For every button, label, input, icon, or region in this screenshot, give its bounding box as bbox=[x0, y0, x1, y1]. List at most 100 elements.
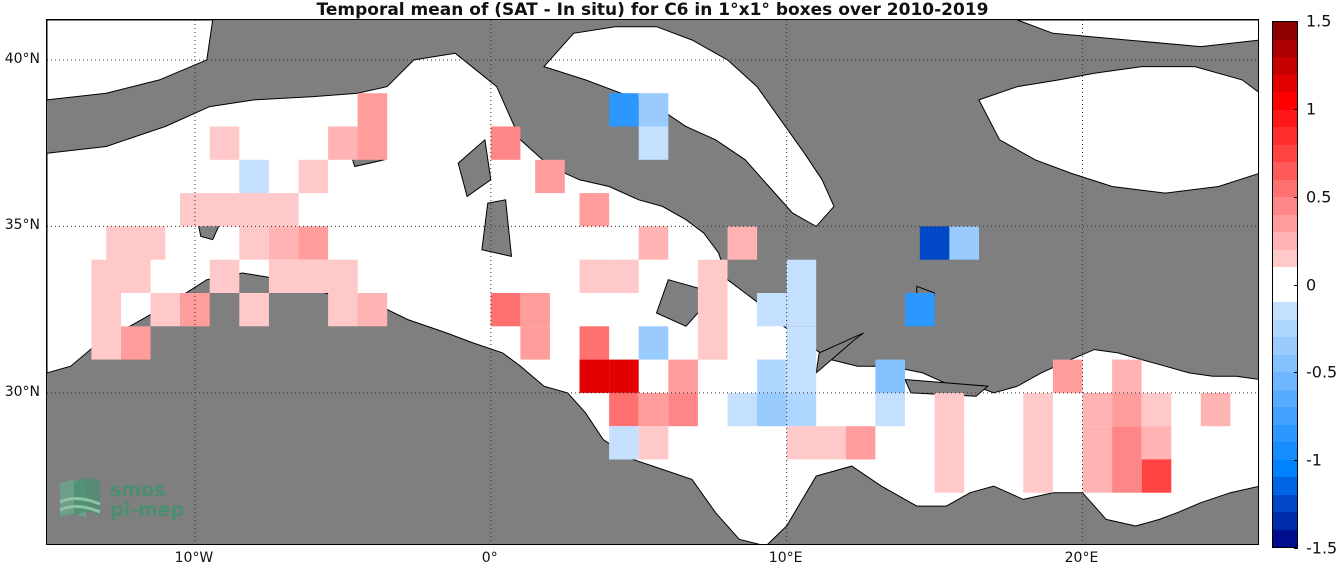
data-box bbox=[1023, 392, 1053, 427]
colorbar-segment bbox=[1273, 441, 1297, 460]
data-box bbox=[298, 226, 329, 260]
colorbar-segment bbox=[1273, 22, 1297, 40]
data-box bbox=[845, 426, 876, 460]
data-box bbox=[150, 293, 181, 327]
data-box bbox=[490, 293, 521, 327]
box-layer bbox=[91, 93, 1231, 493]
data-box bbox=[1141, 426, 1172, 460]
data-box bbox=[91, 293, 121, 327]
data-box bbox=[239, 226, 269, 260]
data-box bbox=[697, 293, 728, 327]
data-box bbox=[919, 226, 950, 260]
colorbar-tick-label: -1.5 bbox=[1306, 538, 1338, 558]
smos-pi-mep-logo: smos pi-mep bbox=[56, 476, 196, 524]
data-box bbox=[609, 359, 639, 393]
data-box bbox=[638, 426, 669, 460]
colorbar-tick-mark bbox=[1294, 284, 1298, 286]
island-4 bbox=[815, 332, 864, 375]
data-box bbox=[1112, 426, 1142, 460]
colorbar-segment bbox=[1273, 511, 1297, 530]
data-box bbox=[328, 293, 358, 327]
data-box bbox=[298, 159, 329, 194]
data-box bbox=[91, 259, 121, 293]
data-box bbox=[609, 426, 639, 460]
colorbar-segment bbox=[1273, 178, 1297, 197]
data-box bbox=[786, 326, 817, 360]
data-box bbox=[268, 193, 299, 227]
colorbar-segment bbox=[1273, 73, 1297, 92]
data-box bbox=[579, 326, 610, 360]
data-box bbox=[357, 93, 388, 127]
colorbar-segment bbox=[1273, 406, 1297, 425]
data-box bbox=[268, 259, 299, 293]
data-box bbox=[357, 126, 388, 160]
colorbar-segment bbox=[1273, 161, 1297, 180]
latitude-label: 30°N bbox=[4, 383, 40, 400]
data-box bbox=[209, 259, 240, 293]
data-box bbox=[1141, 392, 1172, 427]
data-box bbox=[535, 159, 565, 194]
colorbar-tick-label: -0.5 bbox=[1306, 362, 1338, 382]
data-box bbox=[1023, 459, 1053, 493]
data-box bbox=[697, 326, 728, 360]
latitude-label: 35°N bbox=[4, 217, 40, 234]
colorbar-tick-label: 1 bbox=[1306, 99, 1317, 119]
data-box bbox=[1082, 392, 1113, 427]
data-box bbox=[875, 359, 905, 393]
longitude-label: 10°E bbox=[768, 550, 803, 566]
data-box bbox=[357, 293, 388, 327]
colorbar-segment bbox=[1273, 318, 1297, 337]
map-panel[interactable] bbox=[46, 19, 1259, 545]
data-box bbox=[786, 426, 817, 460]
data-box bbox=[209, 126, 240, 160]
longitude-label: 20°E bbox=[1064, 550, 1099, 566]
data-box bbox=[934, 459, 965, 493]
data-box bbox=[121, 326, 151, 360]
data-box bbox=[298, 259, 329, 293]
data-box bbox=[905, 293, 935, 327]
logo-text-smos: smos bbox=[110, 479, 166, 501]
colorbar-segment bbox=[1273, 528, 1297, 547]
data-box bbox=[1141, 459, 1172, 493]
data-box bbox=[180, 293, 210, 327]
data-box bbox=[328, 126, 358, 160]
logo-text-pimep: pi-mep bbox=[110, 499, 185, 521]
data-box bbox=[579, 259, 610, 293]
data-box bbox=[875, 392, 905, 427]
colorbar bbox=[1272, 21, 1298, 548]
island-1 bbox=[457, 138, 492, 198]
data-box bbox=[328, 259, 358, 293]
data-box bbox=[239, 293, 269, 327]
data-box bbox=[579, 193, 610, 227]
colorbar-segment bbox=[1273, 353, 1297, 372]
data-box bbox=[609, 392, 639, 427]
colorbar-segment bbox=[1273, 248, 1297, 267]
data-box bbox=[727, 226, 758, 260]
colorbar-tick-label: 0.5 bbox=[1306, 187, 1332, 207]
data-box bbox=[609, 259, 639, 293]
data-box bbox=[934, 392, 965, 427]
colorbar-segment bbox=[1273, 56, 1297, 75]
data-box bbox=[697, 259, 728, 293]
data-box bbox=[949, 226, 979, 260]
data-box bbox=[520, 293, 550, 327]
data-box bbox=[638, 326, 669, 360]
data-box bbox=[609, 93, 639, 127]
colorbar-segment bbox=[1273, 388, 1297, 407]
longitude-label: 0° bbox=[481, 550, 498, 566]
data-box bbox=[135, 226, 166, 260]
colorbar-segment bbox=[1273, 266, 1297, 285]
island-2 bbox=[481, 199, 513, 258]
data-box bbox=[1082, 459, 1113, 493]
colorbar-segment bbox=[1273, 108, 1297, 127]
colorbar-segment bbox=[1273, 458, 1297, 477]
colorbar-segment bbox=[1273, 231, 1297, 250]
colorbar-segment bbox=[1273, 476, 1297, 495]
data-box bbox=[638, 93, 669, 127]
data-box bbox=[1082, 426, 1113, 460]
data-box bbox=[520, 326, 550, 360]
longitude-label: 10°W bbox=[174, 550, 214, 566]
data-box bbox=[757, 359, 787, 393]
data-box bbox=[786, 359, 817, 393]
colorbar-tick-mark bbox=[1294, 196, 1298, 198]
